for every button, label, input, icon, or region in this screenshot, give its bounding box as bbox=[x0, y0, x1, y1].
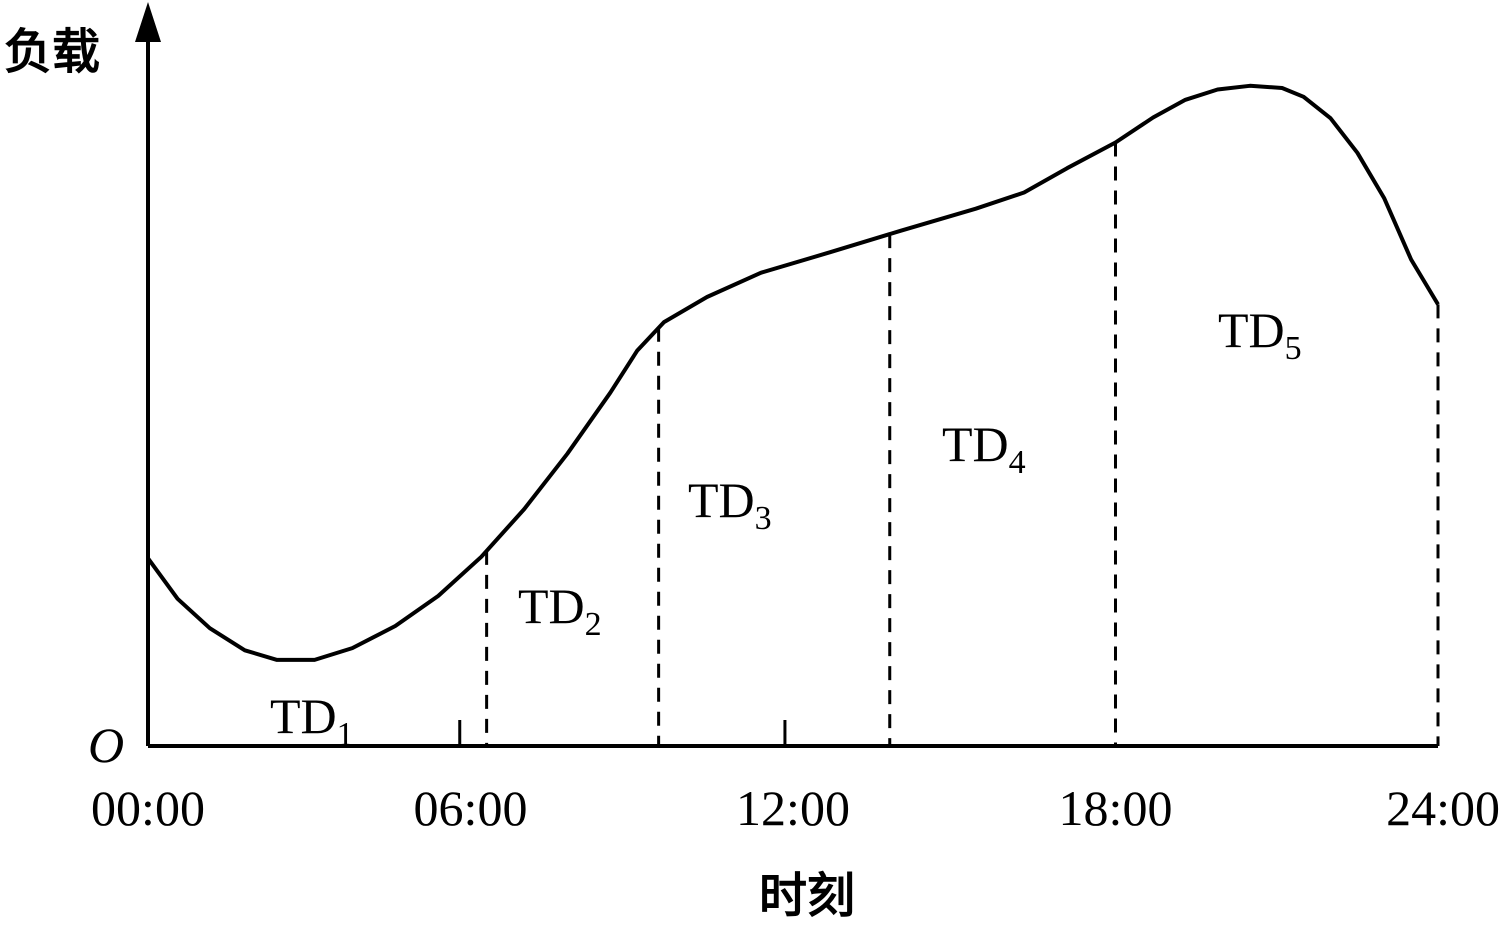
load-curve-line bbox=[146, 83, 1440, 662]
minor-ticks bbox=[458, 720, 787, 746]
period-label-td1: TD1 bbox=[270, 688, 354, 753]
period-label-td5: TD5 bbox=[1218, 302, 1302, 367]
period-label-td2: TD2 bbox=[518, 578, 602, 643]
x-tick-labels: 00:00 06:00 12:00 18:00 24:00 bbox=[91, 780, 1500, 836]
period-labels: TD1 TD2 TD3 TD4 TD5 bbox=[270, 302, 1302, 753]
y-axis-label: 负载 bbox=[4, 24, 100, 80]
period-dividers bbox=[485, 142, 1440, 746]
x-tick-label-5: 24:00 bbox=[1386, 780, 1500, 836]
x-tick-label-1: 00:00 bbox=[91, 780, 205, 836]
x-tick-label-4: 18:00 bbox=[1059, 780, 1173, 836]
y-axis-arrow-icon bbox=[135, 2, 161, 42]
x-tick-label-3: 12:00 bbox=[736, 780, 850, 836]
x-tick-label-2: 06:00 bbox=[414, 780, 528, 836]
period-label-td4: TD4 bbox=[942, 416, 1026, 481]
x-axis-label: 时刻 bbox=[759, 868, 855, 924]
period-label-td3: TD3 bbox=[688, 472, 772, 537]
origin-label: O bbox=[88, 717, 124, 773]
